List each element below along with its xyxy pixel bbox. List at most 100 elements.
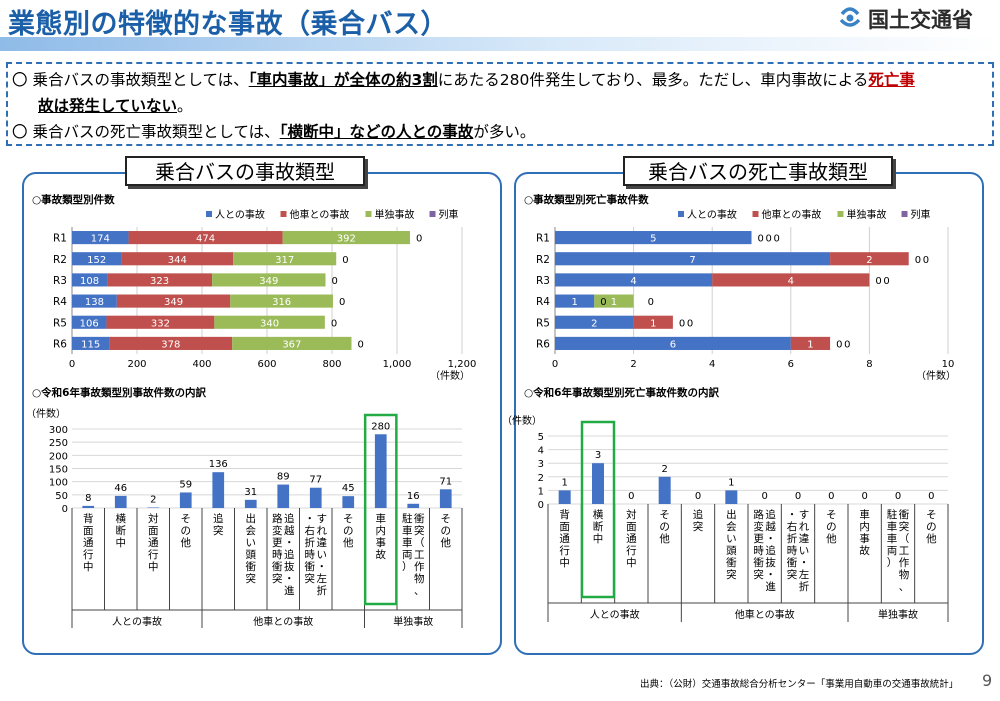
data-label: 323 xyxy=(150,276,169,287)
bar-segment xyxy=(214,315,325,329)
bar-segment xyxy=(555,231,752,245)
data-label: 349 xyxy=(164,297,183,308)
bar-segment xyxy=(128,231,283,245)
y-tick-label: 0 xyxy=(538,500,544,511)
data-label: 0 xyxy=(648,297,654,308)
category-label-char: す xyxy=(799,509,810,521)
category-label-char: 追 xyxy=(213,512,224,525)
data-label: 2 xyxy=(866,255,872,266)
data-label: 0 xyxy=(358,339,364,350)
category-label-char: の xyxy=(926,521,937,533)
source-note: 出典：（公財）交通事故総合分析センター「事業用自動車の交通事故統計」 xyxy=(640,679,959,690)
bar xyxy=(592,463,604,504)
legend-label: 人との事故 xyxy=(687,208,737,221)
data-label: 108 xyxy=(80,276,99,287)
category-label-char: 車 xyxy=(887,532,898,545)
category-label-char: 折 xyxy=(305,536,316,549)
category-label-char: 断 xyxy=(116,524,127,537)
data-label: 0 xyxy=(758,234,764,245)
legend-label: 列車 xyxy=(911,208,931,221)
category-label-char: ・ xyxy=(284,573,295,585)
category-label-char: 衝 xyxy=(305,560,316,573)
data-label: 392 xyxy=(337,234,356,245)
category-label-char: 会 xyxy=(246,524,257,537)
category-label: R3 xyxy=(53,275,67,287)
bar xyxy=(114,495,127,508)
category-label-char: 頭 xyxy=(726,545,737,557)
data-label: 6 xyxy=(670,339,676,350)
summary-highlight: 故は発生していない xyxy=(38,97,178,115)
category-label-char: 車 xyxy=(402,524,413,537)
category-label-char: 右 xyxy=(305,524,316,537)
category-label-char: い xyxy=(726,533,737,545)
bar-segment xyxy=(72,231,129,245)
data-label: 0 xyxy=(628,491,634,502)
category-label-char: 時 xyxy=(305,549,316,561)
bar-segment xyxy=(72,273,108,287)
category-label-char: 通 xyxy=(148,537,159,549)
category-label-char: 突 xyxy=(414,524,425,537)
data-label: 0 xyxy=(679,318,685,329)
bar-segment xyxy=(212,273,326,287)
data-label: 0 xyxy=(828,491,834,502)
category-label-char: 違 xyxy=(799,532,810,545)
category-label: R2 xyxy=(53,254,67,266)
category-label: R3 xyxy=(536,275,550,287)
category-label-char: ・ xyxy=(765,569,776,581)
category-label-char: 事 xyxy=(859,532,870,545)
category-label: R5 xyxy=(536,317,550,329)
bar-segment xyxy=(72,252,122,266)
x-tick-label: 800 xyxy=(322,359,341,370)
legend-label: 他車との事故 xyxy=(290,208,350,221)
bar xyxy=(558,490,571,504)
category-label-char: 右 xyxy=(787,520,798,533)
y-tick-label: 50 xyxy=(55,491,68,502)
data-label: 71 xyxy=(439,476,452,487)
category-label: R2 xyxy=(536,254,550,266)
data-label: 8 xyxy=(85,493,91,504)
data-label: 1 xyxy=(571,297,577,308)
bar xyxy=(82,505,95,508)
data-label: 3 xyxy=(595,450,601,461)
highlight-box xyxy=(363,413,398,606)
category-label-char: 他 xyxy=(659,532,670,545)
category-label-char: 事 xyxy=(376,536,387,549)
data-label: 106 xyxy=(80,318,99,329)
data-label: 0 xyxy=(332,276,338,287)
data-label: 1 xyxy=(650,318,656,329)
bar-segment xyxy=(106,315,215,329)
summary-text: 乗合バスの死亡事故類型としては、 xyxy=(32,123,280,141)
y-tick-label: 150 xyxy=(49,465,68,476)
bar-segment xyxy=(107,273,213,287)
category-label-char: 出 xyxy=(246,512,257,525)
category-label-char: い xyxy=(246,537,257,549)
x-tick-label: 400 xyxy=(192,359,211,370)
bar xyxy=(212,472,225,508)
data-label: 0 xyxy=(342,255,348,266)
data-label: 0 xyxy=(883,276,889,287)
data-label: 45 xyxy=(342,483,355,494)
summary-highlight: 「車内事故」 xyxy=(248,71,334,89)
bar-segment xyxy=(712,273,870,287)
data-label: 474 xyxy=(196,234,215,245)
data-label: 4 xyxy=(630,276,636,287)
summary-text: にあたる280件発生しており、最多。ただし、車内事故による xyxy=(437,71,869,89)
x-tick-label: 6 xyxy=(788,359,794,370)
group-label: 他車との事故 xyxy=(253,615,313,628)
category-label-char: 衝 xyxy=(753,556,764,569)
category-label-char: 横 xyxy=(116,512,127,525)
category-label-char: ・ xyxy=(765,533,776,545)
bar-segment xyxy=(555,315,634,329)
category-label-char: 衝 xyxy=(414,512,425,525)
data-label: 0 xyxy=(687,318,693,329)
category-label-char: 突 xyxy=(726,568,737,581)
x-axis-unit: （件数） xyxy=(916,369,956,382)
category-label-char: そ xyxy=(181,513,192,525)
title-underline-bar xyxy=(0,37,1000,51)
data-label: 332 xyxy=(151,318,170,329)
legend-swatch xyxy=(752,211,759,217)
category-label: R4 xyxy=(536,296,550,308)
category-label-char: 時 xyxy=(272,549,283,561)
category-label-char: 路 xyxy=(272,512,283,525)
